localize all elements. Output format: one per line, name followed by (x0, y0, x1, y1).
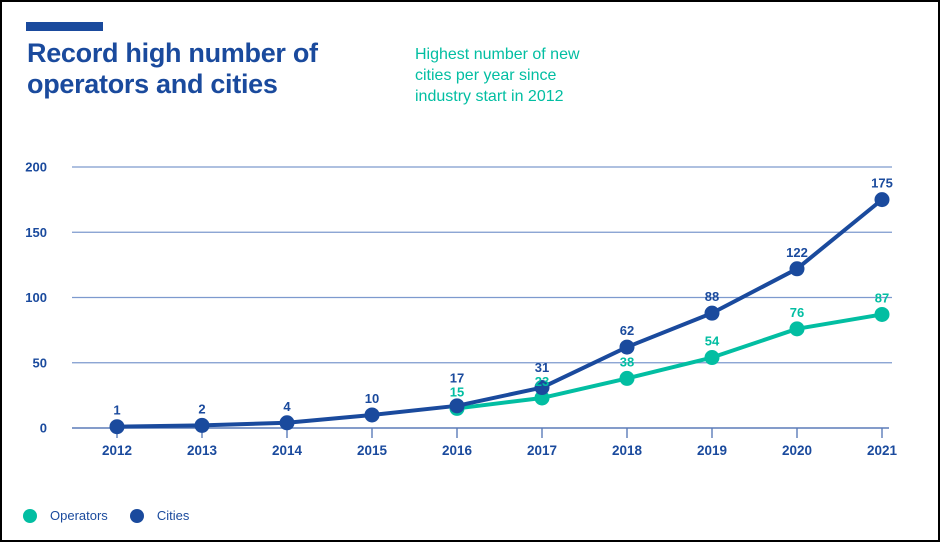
legend-label-operators: Operators (50, 508, 108, 523)
legend-item-operators: Operators (23, 508, 108, 523)
series-line-operators (455, 312, 884, 411)
data-point-cities-2014 (279, 415, 295, 431)
data-label-cities-2016: 17 (450, 370, 464, 385)
x-axis-label-2016: 2016 (442, 443, 473, 458)
x-axis-label-2020: 2020 (782, 443, 812, 458)
y-axis-label-100: 100 (25, 290, 47, 305)
y-axis-label-200: 200 (25, 160, 47, 175)
data-point-cities-2012 (109, 419, 125, 435)
x-axis-label-2015: 2015 (357, 443, 388, 458)
title-accent-bar (26, 22, 103, 31)
data-point-operators-2020 (789, 321, 805, 337)
data-point-cities-2019 (704, 305, 720, 321)
data-label-cities-2013: 2 (198, 401, 205, 416)
data-point-cities-2020 (789, 261, 805, 277)
data-label-cities-2020: 122 (786, 245, 808, 260)
chart-area: 0 50 100 150 200 2012 2013 2014 2015 2016 2017 2018… (2, 142, 938, 487)
data-label-operators-2021: 87 (875, 290, 889, 305)
data-label-operators-2018: 38 (620, 354, 634, 369)
y-axis-label-50: 50 (33, 355, 47, 370)
data-label-operators-2017: 23 (535, 374, 549, 389)
y-axis-label-150: 150 (25, 225, 47, 240)
x-axis-label-2012: 2012 (102, 443, 132, 458)
x-axis-label-2019: 2019 (697, 443, 727, 458)
data-point-cities-2015 (364, 407, 380, 423)
legend-item-cities: Cities (129, 508, 190, 523)
data-point-cities-2013 (194, 417, 210, 433)
data-point-cities-2017 (534, 380, 550, 396)
data-label-cities-2017: 31 (535, 360, 549, 375)
subtitle-line-2: cities per year since (415, 67, 557, 84)
data-label-operators-2020: 76 (790, 305, 804, 320)
data-label-cities-2019: 88 (705, 289, 719, 304)
x-axis-label-2018: 2018 (612, 443, 643, 458)
data-label-cities-2015: 10 (365, 391, 379, 406)
data-point-operators-2018 (619, 370, 635, 386)
data-point-cities-2018 (619, 339, 635, 355)
cities-legend-dot-icon (129, 508, 144, 523)
data-label-operators-2016: 15 (450, 384, 464, 399)
line-chart: 0 50 100 150 200 2012 2013 2014 2015 2016 2017 2018… (25, 160, 898, 459)
data-point-operators-2019 (704, 350, 720, 366)
chart-legend: Operators Cities (23, 508, 189, 523)
data-label-cities-2018: 62 (620, 323, 634, 338)
data-point-operators-2017 (534, 390, 550, 406)
data-point-cities-2016 (449, 398, 465, 414)
data-label-cities-2021: 175 (871, 176, 893, 191)
legend-label-cities: Cities (156, 508, 190, 523)
subtitle-line-3: industry start in 2012 (415, 88, 564, 105)
page-subtitle: Highest number of new cities per year si… (415, 44, 580, 107)
data-label-cities-2012: 1 (113, 403, 120, 418)
page-title-line-2: operators and cities (27, 69, 278, 99)
page-title-line-1: Record high number of (27, 38, 318, 68)
series-line-cities (115, 197, 884, 429)
data-label-cities-2014: 4 (283, 399, 291, 414)
x-axis-label-2014: 2014 (272, 443, 303, 458)
x-axis-label-2017: 2017 (527, 443, 557, 458)
x-axis-label-2021: 2021 (867, 443, 898, 458)
data-point-cities-2021 (874, 192, 890, 208)
data-point-operators-2021 (874, 306, 890, 322)
page-title: Record high number of operators and citi… (27, 38, 318, 100)
subtitle-line-1: Highest number of new (415, 46, 580, 63)
x-axis-label-2013: 2013 (187, 443, 218, 458)
y-axis-label-0: 0 (40, 421, 47, 436)
data-label-operators-2019: 54 (705, 334, 720, 349)
operators-legend-dot-icon (23, 508, 37, 523)
